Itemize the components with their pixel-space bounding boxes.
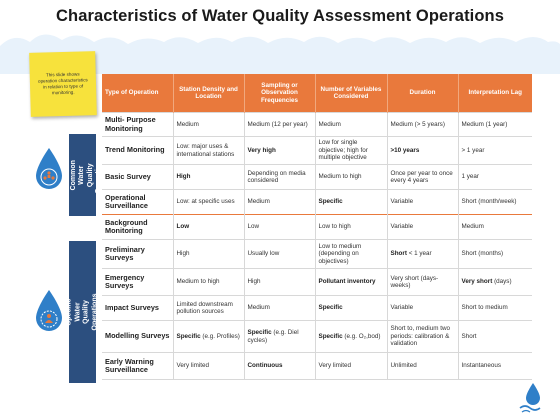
cell-variables: Medium bbox=[315, 112, 388, 137]
characteristics-table: Type of Operation Station Density and Lo… bbox=[102, 74, 532, 380]
row-operation: Impact Surveys bbox=[102, 295, 174, 321]
header-interpretation-lag: Interpretation Lag bbox=[458, 74, 532, 113]
cell-lag: Short (month/week) bbox=[458, 189, 532, 215]
cell-lag: Short (months) bbox=[458, 239, 532, 269]
cell-frequency: Medium bbox=[244, 295, 316, 321]
cell-lag: Short to medium bbox=[458, 295, 532, 321]
cell-lag: Instantaneous bbox=[458, 352, 532, 380]
cell-duration: Short < 1 year bbox=[387, 239, 459, 269]
row-operation: Basic Survey bbox=[102, 164, 174, 190]
cell-frequency: Very high bbox=[244, 136, 316, 165]
cell-duration: Unlimited bbox=[387, 352, 459, 380]
cell-duration: >10 years bbox=[387, 136, 459, 165]
row-operation: Background Monitoring bbox=[102, 214, 174, 240]
cell-frequency: Low bbox=[244, 214, 316, 240]
row-operation: Early Warning Surveillance bbox=[102, 352, 174, 380]
table-row: Operational Surveillance Low: at specifi… bbox=[102, 189, 532, 215]
cell-lag: Medium bbox=[458, 214, 532, 240]
cell-duration: Short to, medium two periods: calibratio… bbox=[387, 320, 459, 353]
cell-density: Low: major uses & international stations bbox=[173, 136, 245, 165]
cell-lag: 1 year bbox=[458, 164, 532, 190]
cell-lag: Medium (1 year) bbox=[458, 112, 532, 137]
cell-density: Limited downstream pollution sources bbox=[173, 295, 245, 321]
cell-variables: Medium to high bbox=[315, 164, 388, 190]
cell-density: Medium to high bbox=[173, 268, 245, 296]
cell-duration: Very short (days-weeks) bbox=[387, 268, 459, 296]
cell-variables: Specific bbox=[315, 189, 388, 215]
water-drop-logo-icon bbox=[519, 383, 541, 413]
cell-duration: Variable bbox=[387, 189, 459, 215]
cell-density: Low bbox=[173, 214, 245, 240]
group-label-specific: Specific Water Quality Operations bbox=[66, 241, 98, 383]
group-label-other: Other Common Water Quality Operations bbox=[61, 134, 102, 216]
row-operation: Operational Surveillance bbox=[102, 189, 174, 215]
cell-duration: Variable bbox=[387, 295, 459, 321]
header-type-of-operation: Type of Operation bbox=[102, 74, 174, 113]
cell-variables: Low for single objective; high for multi… bbox=[315, 136, 388, 165]
table-row: Background Monitoring Low Low Low to hig… bbox=[102, 214, 532, 240]
cell-frequency: Specific (e.g. Diel cycles) bbox=[244, 320, 316, 353]
cell-frequency: Medium bbox=[244, 189, 316, 215]
table-row: Multi- Purpose Monitoring Medium Medium … bbox=[102, 112, 532, 137]
header-duration: Duration bbox=[387, 74, 459, 113]
cell-variables: Specific bbox=[315, 295, 388, 321]
cell-duration: Medium (> 5 years) bbox=[387, 112, 459, 137]
cell-density: High bbox=[173, 164, 245, 190]
water-drop-people-icon bbox=[36, 148, 62, 189]
table-header-row: Type of Operation Station Density and Lo… bbox=[102, 74, 532, 113]
header-station-density: Station Density and Location bbox=[173, 74, 245, 113]
header-sampling-frequencies: Sampling or Observation Frequencies bbox=[244, 74, 316, 113]
row-operation: Multi- Purpose Monitoring bbox=[102, 112, 174, 137]
table-row: Emergency Surveys Medium to high High Po… bbox=[102, 268, 532, 296]
row-operation: Preliminary Surveys bbox=[102, 239, 174, 269]
cell-variables: Low to medium (depending on objectives) bbox=[315, 239, 388, 269]
cell-lag: Short bbox=[458, 320, 532, 353]
cell-variables: Very limited bbox=[315, 352, 388, 380]
cell-variables: Specific (e.g. O₂,bod) bbox=[315, 320, 388, 353]
cell-variables: Low to high bbox=[315, 214, 388, 240]
table-row: Early Warning Surveillance Very limited … bbox=[102, 352, 532, 380]
cell-duration: Variable bbox=[387, 214, 459, 240]
table-row: Modelling Surveys Specific (e.g. Profile… bbox=[102, 320, 532, 353]
row-operation: Emergency Surveys bbox=[102, 268, 174, 296]
cell-frequency: Medium (12 per year) bbox=[244, 112, 316, 137]
table-row: Preliminary Surveys High Usually low Low… bbox=[102, 239, 532, 269]
cell-lag: Very short (days) bbox=[458, 268, 532, 296]
row-operation: Modelling Surveys bbox=[102, 320, 174, 353]
header-number-of-variables: Number of Variables Considered bbox=[315, 74, 388, 113]
sticky-note-text: This slide shows operation characteristi… bbox=[37, 71, 88, 96]
cell-density: High bbox=[173, 239, 245, 269]
table-row: Impact Surveys Limited downstream pollut… bbox=[102, 295, 532, 321]
cell-frequency: Continuous bbox=[244, 352, 316, 380]
cell-frequency: Depending on media considered bbox=[244, 164, 316, 190]
sticky-note: This slide shows operation characteristi… bbox=[29, 51, 97, 117]
cell-density: Low: at specific uses bbox=[173, 189, 245, 215]
table-row: Basic Survey High Depending on media con… bbox=[102, 164, 532, 190]
cell-duration: Once per year to once every 4 years bbox=[387, 164, 459, 190]
cloud-banner bbox=[0, 34, 560, 74]
cell-density: Medium bbox=[173, 112, 245, 137]
row-operation: Trend Monitoring bbox=[102, 136, 174, 165]
table-row: Trend Monitoring Low: major uses & inter… bbox=[102, 136, 532, 165]
cell-density: Very limited bbox=[173, 352, 245, 380]
cell-frequency: High bbox=[244, 268, 316, 296]
cell-density: Specific (e.g. Profiles) bbox=[173, 320, 245, 353]
cell-frequency: Usually low bbox=[244, 239, 316, 269]
page-title: Characteristics of Water Quality Assessm… bbox=[56, 7, 504, 25]
cell-variables: Pollutant inventory bbox=[315, 268, 388, 296]
cell-lag: > 1 year bbox=[458, 136, 532, 165]
water-drop-person-icon bbox=[36, 290, 62, 331]
